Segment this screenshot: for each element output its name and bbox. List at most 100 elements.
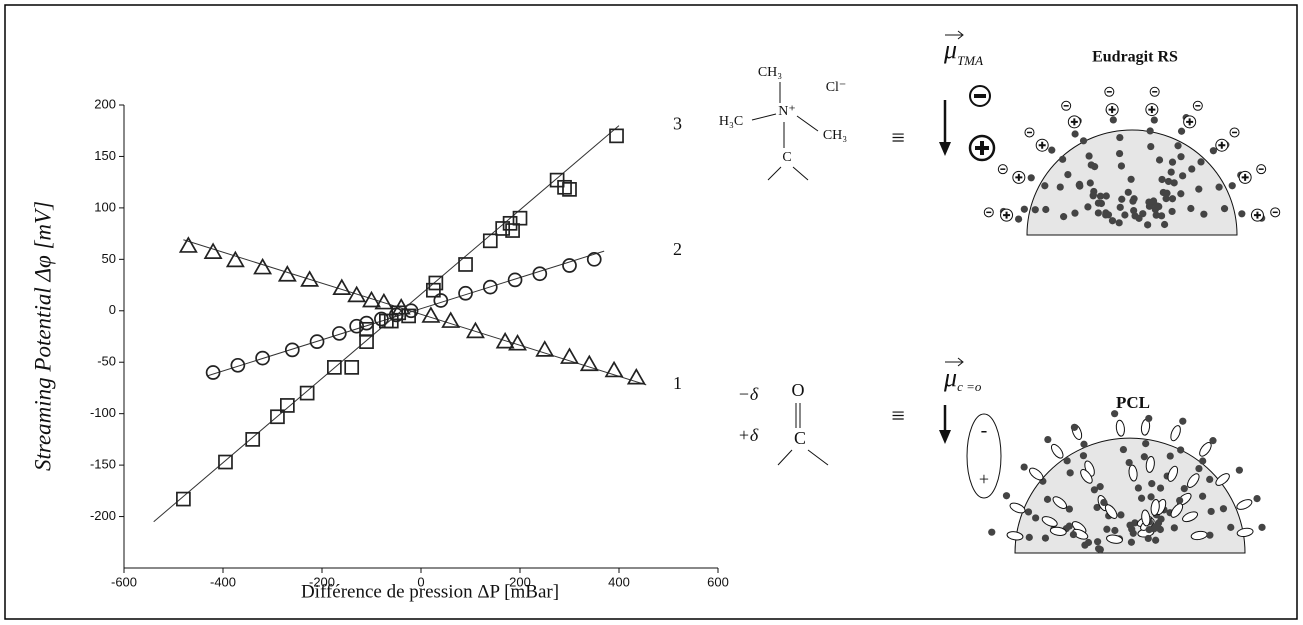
monomer	[1228, 182, 1236, 190]
square-marker	[176, 491, 191, 507]
carbonyl-dipole	[1029, 467, 1044, 481]
mu-sub: TMA	[957, 53, 983, 68]
tma-cl: Cl⁻	[826, 80, 847, 95]
circle-marker	[349, 318, 364, 334]
cation-site	[1253, 211, 1261, 219]
monomer	[1064, 171, 1072, 179]
equiv: ≡	[891, 404, 905, 430]
monomer	[1104, 211, 1113, 219]
y-tick-label: 150	[94, 148, 116, 163]
monomer	[1180, 485, 1188, 493]
circle-marker	[586, 251, 602, 267]
monomer	[1071, 209, 1079, 217]
monomer	[1168, 195, 1177, 203]
triangle-marker	[495, 331, 515, 349]
monomer	[1156, 484, 1165, 492]
carbonyl-dipole	[1182, 511, 1199, 523]
square-marker	[299, 385, 315, 401]
monomer	[1060, 213, 1068, 221]
tma-h3c: H₃C	[719, 114, 743, 129]
monomer	[1111, 410, 1119, 418]
monomer	[1147, 142, 1155, 151]
monomer	[1144, 221, 1152, 229]
monomer	[1177, 446, 1185, 454]
x-tick-label: 0	[417, 574, 424, 589]
y-axis-label: Streaming Potential Δφ [mV]	[30, 201, 55, 471]
circle-marker	[331, 326, 347, 341]
monomer	[1168, 158, 1177, 166]
mu: μ	[943, 363, 957, 392]
monomer	[1170, 179, 1178, 187]
y-tick-label: 200	[94, 96, 116, 111]
monomer	[1199, 492, 1207, 500]
cation-site	[1241, 173, 1249, 181]
fit-line	[153, 125, 620, 523]
monomer	[1097, 199, 1105, 208]
monomer	[1096, 545, 1104, 554]
monomer	[1206, 475, 1214, 484]
carbonyl-dipole	[1187, 473, 1200, 488]
monomer	[1152, 211, 1160, 219]
plus-delta: +δ	[738, 425, 759, 445]
square-marker	[482, 233, 498, 249]
dipole-ellipse	[966, 413, 1002, 499]
equiv: ≡	[891, 126, 905, 152]
monomer	[1155, 156, 1164, 164]
cation-site	[1015, 173, 1023, 181]
triangle-marker	[465, 321, 485, 339]
x-tick-label: 200	[509, 574, 531, 589]
monomer	[1177, 190, 1185, 198]
monomer	[1020, 463, 1028, 471]
monomer	[1079, 452, 1088, 460]
monomer	[1142, 439, 1150, 448]
monomer	[1129, 529, 1137, 537]
square-marker	[458, 257, 473, 272]
series-label: 1	[673, 373, 682, 393]
y-tick-label: 50	[102, 251, 116, 266]
monomer	[1137, 494, 1146, 502]
monomer	[1145, 414, 1153, 423]
bond	[792, 166, 809, 181]
monomer	[1096, 192, 1105, 200]
monomer	[1125, 458, 1133, 467]
plot: -200 -150 -100 -50 0 50 100 150 200 -600 -400 -200 0…	[90, 96, 729, 589]
monomer	[1253, 494, 1261, 503]
monomer	[1162, 195, 1170, 203]
carbonyl-dipole	[1006, 531, 1024, 541]
monomer	[1188, 165, 1196, 173]
monomer	[1170, 524, 1178, 532]
monomer	[1168, 207, 1176, 216]
monomer	[1090, 486, 1098, 494]
circle-marker	[284, 342, 300, 358]
monomer	[1144, 534, 1152, 543]
monomer	[1056, 183, 1064, 191]
triangle-marker	[604, 360, 624, 378]
monomer	[1115, 149, 1124, 158]
x-tick-label: -600	[111, 574, 137, 589]
fit-line	[208, 250, 605, 377]
carbonyl-dipole	[1128, 464, 1138, 482]
monomer	[1103, 525, 1111, 533]
monomer	[1108, 217, 1117, 225]
monomer	[1117, 511, 1125, 519]
monomer	[1159, 188, 1167, 197]
carbonyl-dipole	[1050, 443, 1064, 459]
carbonyl-c: C	[794, 428, 806, 448]
carbonyl-dipole	[1106, 534, 1123, 544]
monomer	[1025, 533, 1033, 541]
circle-marker	[374, 311, 389, 327]
monomer	[1200, 210, 1208, 218]
carbonyl-structure: −δ O +δ C	[738, 380, 829, 466]
tma-ch3-right: CH₃	[823, 128, 847, 143]
square-marker	[280, 398, 295, 413]
triangle-marker	[300, 270, 320, 287]
triangle-marker	[347, 285, 367, 303]
triangle-marker	[253, 257, 273, 275]
monomer	[1177, 127, 1186, 135]
monomer	[1135, 214, 1143, 222]
carbonyl-dipole	[1052, 496, 1068, 510]
triangle-marker	[225, 250, 245, 268]
mu: μ	[943, 35, 957, 64]
monomer	[1069, 530, 1078, 539]
